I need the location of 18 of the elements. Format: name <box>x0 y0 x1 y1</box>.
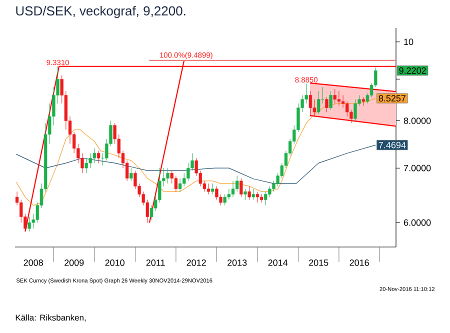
x-tick-label: 2012 <box>186 260 206 266</box>
text: Källa: Riksbanken, <box>16 314 86 322</box>
y-tick-label: 6.0000 <box>404 219 431 226</box>
x-tick-label: 2011 <box>146 260 165 266</box>
y-tick-label: 10 <box>404 38 414 46</box>
x-tick-label: 2014 <box>268 260 288 266</box>
x-tick-label: 2010 <box>105 260 124 266</box>
x-tick-label: 2009 <box>64 260 84 266</box>
chart-title: USD/SEK, veckograf, 9,2200. <box>16 6 186 18</box>
y-tick-label: 8.0000 <box>404 118 431 124</box>
data-label: 7.4694 <box>378 142 406 148</box>
x-tick-label: 2015 <box>309 260 328 266</box>
x-tick-label: 2013 <box>228 260 247 266</box>
data-label: 8.5257 <box>378 95 406 102</box>
x-tick-label: 2016 <box>350 260 369 266</box>
x-tick-label: 2008 <box>24 260 43 266</box>
y-tick-label: 7.0000 <box>404 164 431 172</box>
text: 9.2202 <box>399 67 426 74</box>
